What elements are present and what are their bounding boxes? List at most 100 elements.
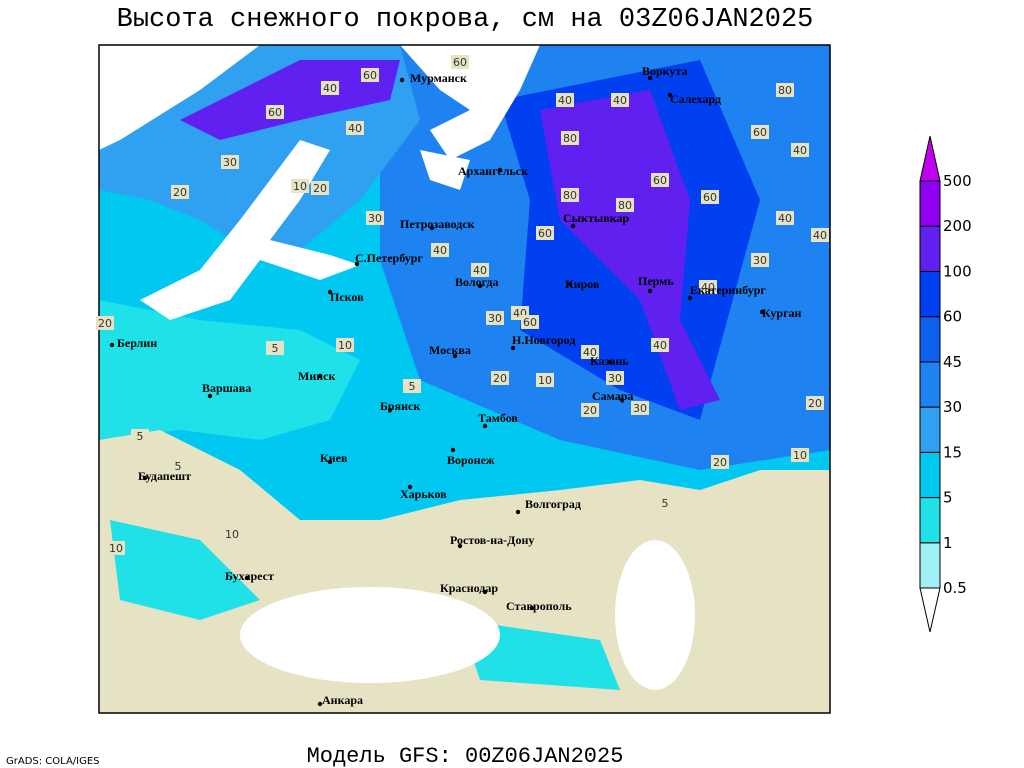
contour-label: 10 <box>793 449 807 462</box>
city-dot <box>317 701 323 707</box>
sea-barents <box>400 45 540 160</box>
city-label: Будапешт <box>138 469 191 483</box>
contour-label: 20 <box>583 404 597 417</box>
contour-label: 5 <box>409 380 416 393</box>
map-frame <box>98 44 831 714</box>
legend-level: 30 <box>943 398 962 416</box>
contour-label: 40 <box>323 82 337 95</box>
city-label: Киев <box>320 451 348 465</box>
legend-level: 500 <box>943 172 972 190</box>
city-dot <box>450 447 456 453</box>
contour-label-box <box>561 188 579 202</box>
city-label: Волгоград <box>525 497 581 511</box>
contour-label-box <box>776 211 794 225</box>
contour-label: 60 <box>268 106 282 119</box>
city-dot <box>529 605 535 611</box>
legend-level: 60 <box>943 308 962 326</box>
contour-label: 30 <box>608 372 622 385</box>
city-label: Киров <box>565 277 600 291</box>
contour-label: 40 <box>558 94 572 107</box>
contour-label: 80 <box>778 84 792 97</box>
city-dot <box>387 407 393 413</box>
contour-label-box <box>221 155 239 169</box>
contour-label-box <box>521 315 539 329</box>
contour-label: 80 <box>563 132 577 145</box>
contour-label: 5 <box>272 342 279 355</box>
contour-label: 20 <box>493 372 507 385</box>
sea-caspian <box>615 540 695 690</box>
city-dot <box>482 423 488 429</box>
city-label: Ростов-на-Дону <box>450 533 534 547</box>
city-dot <box>407 484 413 490</box>
city-dot <box>567 281 573 287</box>
city-dot <box>687 295 693 301</box>
city-dot <box>457 543 463 549</box>
city-label: Берлин <box>117 336 157 350</box>
contour-label-box <box>266 105 284 119</box>
contour-label: 10 <box>109 542 123 555</box>
contour-label-box <box>451 55 469 69</box>
contour-label: 60 <box>523 316 537 329</box>
city-label: Самара <box>592 389 633 403</box>
contour-label-box <box>611 93 629 107</box>
contour-label-box <box>536 373 554 387</box>
legend-band <box>919 451 941 499</box>
snow-deepest <box>540 90 720 410</box>
contour-label-box <box>471 263 489 277</box>
contour-label: 40 <box>653 339 667 352</box>
contour-label-box <box>403 379 421 393</box>
contour-label-box <box>701 190 719 204</box>
contour-label: 60 <box>453 56 467 69</box>
labels: 60 40 60 40 60 40 80 40 60 30 20 10 20 30 40 60 80 80 60 40… <box>96 55 829 707</box>
city-label: Анкара <box>322 693 363 707</box>
contour-label-box <box>556 93 574 107</box>
contour-label: 10 <box>338 339 352 352</box>
contour-label-box <box>169 459 187 473</box>
city-label: Сыктывкар <box>563 211 629 225</box>
city-label: Салехард <box>670 92 721 106</box>
city-dot <box>759 309 765 315</box>
legend-band <box>919 316 941 363</box>
contour-label: 40 <box>433 244 447 257</box>
legend-level: 5 <box>943 489 953 507</box>
city-label: Краснодар <box>440 581 498 595</box>
city-dot <box>647 288 653 294</box>
city-label: Варшава <box>202 381 251 395</box>
contour-label: 80 <box>618 199 632 212</box>
city-dot <box>477 283 483 289</box>
contour-label-box <box>311 181 329 195</box>
city-dot <box>515 509 521 515</box>
contour-label: 60 <box>753 126 767 139</box>
contour-label-box <box>431 243 449 257</box>
sea-white <box>420 150 470 190</box>
contour-label-box <box>699 280 717 294</box>
city-dot <box>244 575 250 581</box>
title: Высота снежного покрова, см на 03Z06JAN2… <box>117 5 814 35</box>
city-dot <box>354 261 360 267</box>
city-dot <box>482 589 488 595</box>
contour-label: 40 <box>813 229 827 242</box>
contour-label-box <box>651 173 669 187</box>
city-label: Казань <box>590 354 629 368</box>
snow-light <box>99 300 360 440</box>
snow-caucasus <box>460 620 620 690</box>
contour-label: 40 <box>793 144 807 157</box>
city-dot <box>497 167 503 173</box>
legend-level: 1 <box>943 534 953 552</box>
contour-label-box <box>631 401 649 415</box>
contour-label: 60 <box>703 191 717 204</box>
contour-label: 80 <box>563 189 577 202</box>
contour-label-box <box>336 338 354 352</box>
contour-label: 40 <box>613 94 627 107</box>
contour-label-box <box>107 541 125 555</box>
contour-label-box <box>361 68 379 82</box>
contour-label: 40 <box>348 122 362 135</box>
legend-arrow-low <box>919 587 941 633</box>
city-label: Псков <box>330 290 364 304</box>
contour-label-box <box>791 143 809 157</box>
contour-label-box <box>486 311 504 325</box>
contour-label-box <box>96 316 114 330</box>
contour-label-box <box>561 131 579 145</box>
city-dot <box>142 475 148 481</box>
